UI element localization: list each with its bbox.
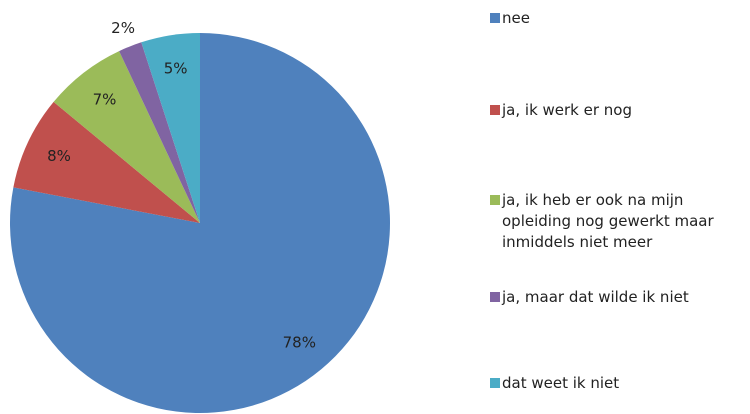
pie-slice bbox=[53, 51, 201, 224]
pie-slice bbox=[13, 101, 201, 223]
legend-swatch bbox=[490, 105, 500, 115]
data-label: 8% bbox=[47, 147, 71, 165]
legend-entry: nee bbox=[490, 8, 750, 29]
data-label: 5% bbox=[164, 60, 188, 78]
legend-label: nee bbox=[502, 9, 530, 27]
legend-label: ja, maar dat wilde ik niet bbox=[502, 288, 689, 306]
legend-swatch bbox=[490, 292, 500, 302]
legend-entry: ja, maar dat wilde ik niet bbox=[490, 287, 750, 308]
legend-swatch bbox=[490, 378, 500, 388]
pie-slice bbox=[119, 42, 200, 224]
legend-label: dat weet ik niet bbox=[502, 374, 620, 392]
legend-label: ja, ik werk er nog bbox=[502, 101, 633, 119]
legend-entry: dat weet ik niet bbox=[490, 373, 750, 394]
data-label: 7% bbox=[93, 90, 117, 108]
legend-swatch bbox=[490, 13, 500, 23]
data-label: 78% bbox=[283, 334, 316, 352]
pie-slice bbox=[141, 33, 200, 223]
legend-swatch bbox=[490, 195, 500, 205]
legend-entry: ja, ik werk er nog bbox=[490, 100, 750, 121]
pie-slice bbox=[10, 33, 390, 414]
legend-entry: ja, ik heb er ook na mijn opleiding nog … bbox=[490, 190, 750, 253]
data-label: 2% bbox=[111, 19, 135, 37]
legend-label: ja, ik heb er ook na mijn opleiding nog … bbox=[502, 191, 714, 251]
